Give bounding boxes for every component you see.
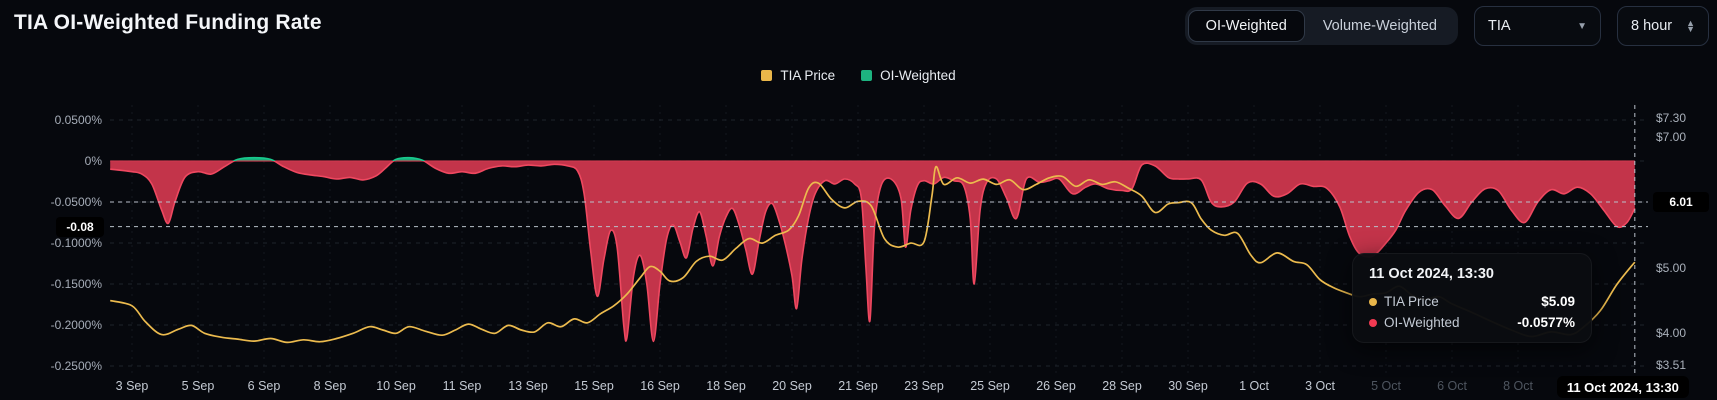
tooltip-title: 11 Oct 2024, 13:30 [1369,266,1494,282]
legend-label-tia-price: TIA Price [780,68,836,83]
tooltip-row-oi-weighted: OI-Weighted -0.0577% [1369,315,1575,330]
crosshair-funding-badge: -0.08 [56,216,104,237]
chevron-down-icon: ▼ [1577,20,1587,32]
tooltip-dot-tia-price [1369,297,1377,306]
tooltip-dot-oi-weighted [1369,318,1377,327]
tooltip-row-tia-price: TIA Price $5.09 [1369,294,1575,309]
tooltip-value-oi-weighted: -0.0577% [1517,315,1575,330]
chart-tooltip: 11 Oct 2024, 13:30 TIA Price $5.09 OI-We… [1352,253,1592,343]
weighting-toggle: OI-Weighted Volume-Weighted [1184,7,1458,45]
legend-label-oi-weighted: OI-Weighted [880,68,956,83]
legend-item-oi-weighted[interactable]: OI-Weighted [861,68,956,83]
toggle-oi-weighted[interactable]: OI-Weighted [1187,10,1305,42]
symbol-select-value: TIA [1488,18,1511,34]
page-title: TIA OI-Weighted Funding Rate [14,11,322,34]
chart-legend: TIA Price OI-Weighted [0,68,1717,83]
toggle-volume-weighted[interactable]: Volume-Weighted [1322,18,1437,34]
symbol-select[interactable]: TIA ▼ [1474,6,1601,46]
interval-select[interactable]: 8 hour ▲ ▼ [1617,6,1709,46]
funding-line-negative [110,161,1636,343]
tooltip-label-tia-price: TIA Price [1384,294,1439,309]
legend-item-tia-price[interactable]: TIA Price [761,68,835,83]
crosshair-price-badge: 6.01 [1653,192,1709,212]
header-controls: OI-Weighted Volume-Weighted TIA ▼ 8 hour… [1184,6,1709,46]
interval-select-value: 8 hour [1631,18,1673,34]
tooltip-value-tia-price: $5.09 [1541,294,1575,309]
legend-swatch-oi-weighted [861,70,873,81]
up-down-chevrons-icon: ▲ ▼ [1686,18,1695,34]
legend-swatch-tia-price [761,70,773,81]
price-line [109,165,1636,344]
tooltip-label-oi-weighted: OI-Weighted [1384,315,1460,330]
crosshair-time-badge: 11 Oct 2024, 13:30 [1556,376,1689,398]
